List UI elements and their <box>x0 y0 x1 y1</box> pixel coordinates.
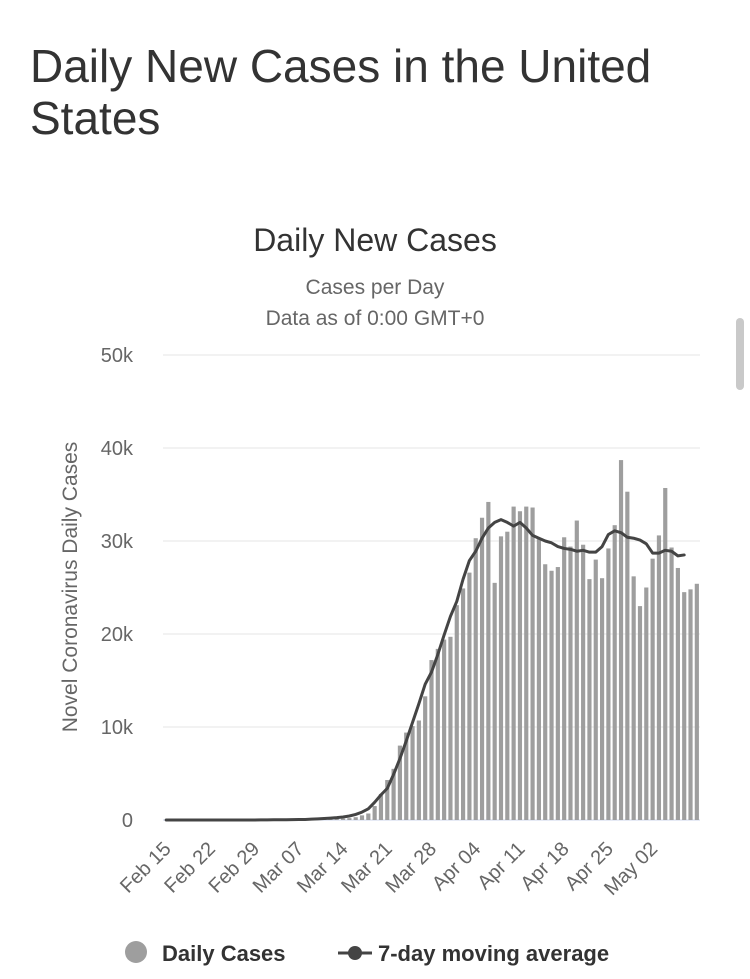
bar <box>442 639 447 820</box>
bar <box>675 567 680 820</box>
bar <box>397 745 402 820</box>
bar <box>694 583 699 820</box>
bar <box>618 460 624 820</box>
chart-title: Daily New Cases <box>253 222 497 258</box>
bar <box>568 546 573 820</box>
bar <box>385 780 390 820</box>
bar <box>479 517 485 820</box>
bar <box>593 559 598 820</box>
moving-average-line <box>164 518 686 822</box>
bar <box>555 567 560 820</box>
legend-label-moving-average: 7-day moving average <box>378 941 609 966</box>
bar <box>543 564 548 820</box>
bar <box>492 582 497 820</box>
bar <box>334 818 339 820</box>
bar <box>372 806 377 820</box>
legend-circle-icon <box>125 941 147 963</box>
bar <box>511 506 516 820</box>
bar <box>404 732 409 820</box>
bar-series <box>309 460 699 820</box>
bar <box>467 572 472 820</box>
bar <box>688 589 693 820</box>
vertical-scrollbar[interactable] <box>736 318 744 390</box>
bar <box>429 660 434 820</box>
bar <box>486 501 491 820</box>
x-tick-label: Mar 28 <box>381 838 441 898</box>
bar <box>359 815 365 820</box>
chart-subtitle-line-1: Cases per Day <box>305 276 445 299</box>
legend[interactable]: Daily Cases 7-day moving average <box>125 941 609 966</box>
x-tick-label: Apr 04 <box>428 838 485 895</box>
x-tick-label: Apr 18 <box>516 838 573 895</box>
bar <box>353 817 358 820</box>
bar <box>461 588 466 820</box>
bar <box>454 605 459 820</box>
y-tick-label: 30k <box>101 531 134 553</box>
bar <box>644 587 649 820</box>
bar <box>530 507 535 820</box>
bar <box>612 525 617 820</box>
bar <box>378 793 384 820</box>
page-title: Daily New Cases in the United States <box>30 40 652 144</box>
bar <box>366 813 371 820</box>
line-series <box>164 518 686 822</box>
chart-subtitle-line-2: Data as of 0:00 GMT+0 <box>265 307 485 330</box>
bar <box>524 506 529 820</box>
bar <box>650 558 655 820</box>
y-axis-labels: 0 10k 20k 30k 40k 50k <box>101 345 134 832</box>
bar <box>448 636 453 820</box>
bar <box>505 531 510 820</box>
bar <box>536 539 541 820</box>
y-tick-label: 0 <box>122 810 133 832</box>
bar <box>423 696 428 820</box>
bar <box>581 544 586 820</box>
bar <box>606 548 611 820</box>
legend-label-daily-cases: Daily Cases <box>162 941 286 966</box>
bar <box>435 648 440 820</box>
bar <box>347 818 352 820</box>
bar <box>549 570 554 820</box>
y-tick-label: 20k <box>101 624 134 646</box>
bar <box>517 511 523 820</box>
legend-item-daily-cases[interactable]: Daily Cases <box>125 941 286 966</box>
y-axis-title: Novel Coronavirus Daily Cases <box>59 442 82 733</box>
bar <box>663 487 668 820</box>
y-tick-label: 10k <box>101 717 134 739</box>
bar <box>637 606 643 820</box>
y-tick-label: 40k <box>101 438 134 460</box>
bar <box>669 547 674 820</box>
bar <box>340 818 346 820</box>
bar <box>416 720 421 820</box>
x-tick-label: Apr 11 <box>473 838 529 894</box>
bar <box>562 537 567 820</box>
bar <box>682 592 687 820</box>
bar <box>631 576 636 820</box>
bar <box>599 578 605 820</box>
bar <box>473 538 478 820</box>
bar <box>574 520 579 820</box>
bar <box>625 491 630 820</box>
legend-line-marker-icon <box>348 946 362 960</box>
bar <box>498 536 504 820</box>
bar <box>410 726 415 820</box>
bar <box>587 579 592 820</box>
bar <box>656 535 662 820</box>
legend-item-moving-average[interactable]: 7-day moving average <box>338 941 609 966</box>
bar <box>391 768 396 820</box>
y-tick-label: 50k <box>101 345 134 367</box>
